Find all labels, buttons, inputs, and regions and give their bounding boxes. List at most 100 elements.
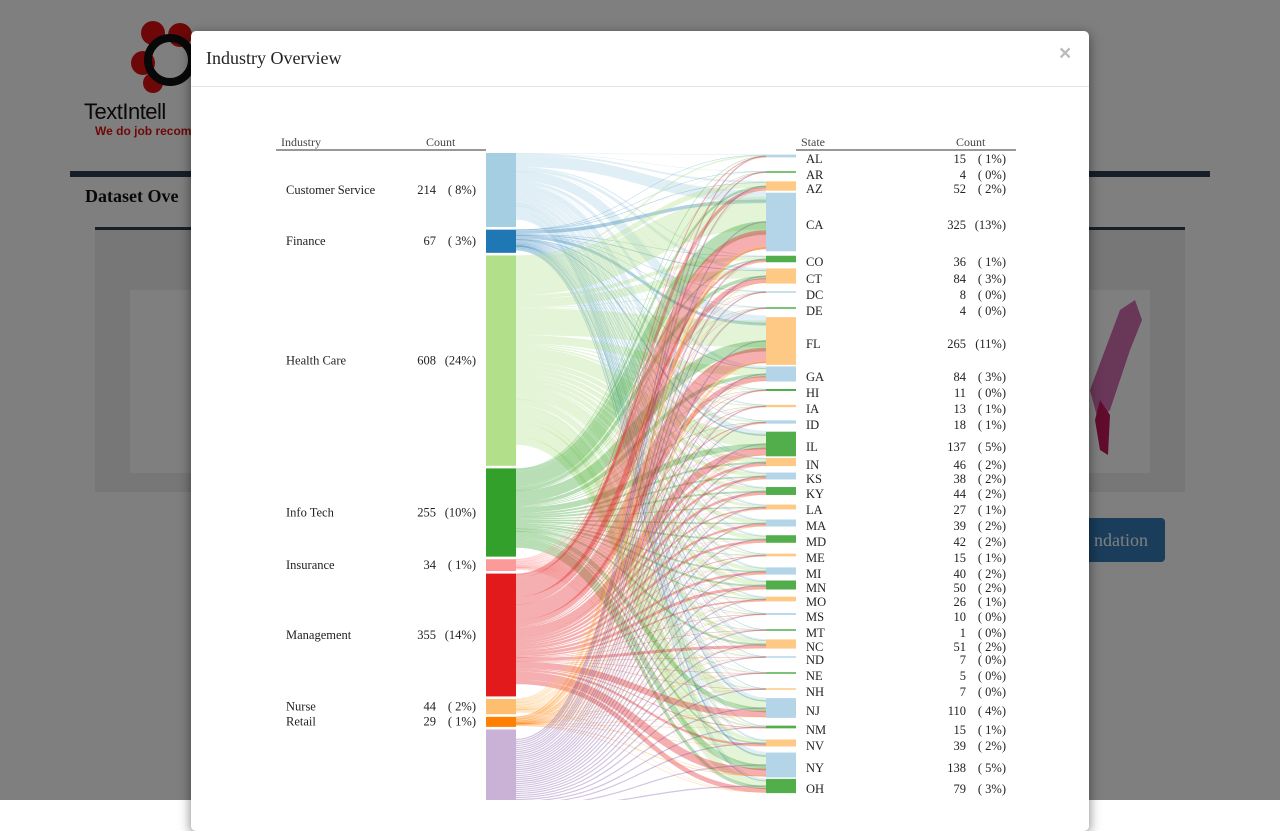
state-bar bbox=[766, 181, 796, 190]
state-name: CA bbox=[806, 218, 823, 232]
state-count: 27 bbox=[954, 503, 967, 517]
state-bar bbox=[766, 155, 796, 158]
state-count: 42 bbox=[954, 535, 967, 549]
state-bar bbox=[766, 505, 796, 510]
industry-count: 67 bbox=[424, 234, 437, 248]
state-name: AL bbox=[806, 152, 823, 166]
state-count: 84 bbox=[954, 272, 967, 286]
industry-name: Nurse bbox=[286, 700, 316, 714]
industry-name: Insurance bbox=[286, 558, 335, 572]
state-name: NV bbox=[806, 739, 824, 753]
category-bar bbox=[486, 468, 516, 556]
state-count: 265 bbox=[947, 337, 966, 351]
state-name: NM bbox=[806, 723, 826, 737]
state-count: 15 bbox=[954, 723, 967, 737]
state-bar bbox=[766, 366, 796, 381]
state-bar bbox=[766, 432, 796, 457]
state-count: 38 bbox=[954, 472, 967, 486]
state-percent: (11%) bbox=[975, 337, 1006, 351]
state-name: OH bbox=[806, 782, 824, 796]
state-count: 44 bbox=[954, 487, 967, 501]
state-percent: ( 3%) bbox=[978, 782, 1006, 796]
state-name: KS bbox=[806, 472, 822, 486]
state-bar bbox=[766, 567, 796, 574]
state-bar bbox=[766, 672, 796, 674]
state-count: 325 bbox=[947, 218, 966, 232]
industry-percent: ( 2%) bbox=[448, 700, 476, 714]
state-percent: ( 5%) bbox=[978, 440, 1006, 454]
state-count: 50 bbox=[954, 581, 967, 595]
state-bar bbox=[766, 639, 796, 648]
state-count: 40 bbox=[954, 567, 967, 581]
state-bar bbox=[766, 487, 796, 495]
state-count: 52 bbox=[954, 182, 967, 196]
state-bar bbox=[766, 613, 796, 615]
category-bar bbox=[486, 574, 516, 697]
state-count: 15 bbox=[954, 152, 967, 166]
state-name: CT bbox=[806, 272, 822, 286]
state-percent: ( 0%) bbox=[978, 685, 1006, 699]
category-bar bbox=[486, 729, 516, 800]
state-bar bbox=[766, 389, 796, 391]
state-percent: ( 2%) bbox=[978, 739, 1006, 753]
state-percent: ( 0%) bbox=[978, 626, 1006, 640]
state-bar bbox=[766, 698, 796, 718]
state-bar bbox=[766, 779, 796, 793]
state-name: MO bbox=[806, 595, 826, 609]
state-percent: ( 2%) bbox=[978, 567, 1006, 581]
state-name: CO bbox=[806, 255, 823, 269]
state-count: 10 bbox=[954, 610, 967, 624]
state-name: ME bbox=[806, 551, 825, 565]
industry-name: Retail bbox=[286, 715, 316, 729]
state-percent: ( 1%) bbox=[978, 595, 1006, 609]
state-percent: ( 4%) bbox=[978, 704, 1006, 718]
state-count: 36 bbox=[954, 255, 967, 269]
state-count: 26 bbox=[954, 595, 967, 609]
state-count: 110 bbox=[948, 704, 966, 718]
state-bar bbox=[766, 597, 796, 602]
state-name: DC bbox=[806, 288, 823, 302]
industry-percent: (24%) bbox=[445, 353, 476, 367]
industry-name: Health Care bbox=[286, 353, 346, 367]
state-percent: ( 2%) bbox=[978, 535, 1006, 549]
state-percent: ( 1%) bbox=[978, 503, 1006, 517]
industry-percent: ( 8%) bbox=[448, 183, 476, 197]
state-name: NY bbox=[806, 761, 824, 775]
state-bar bbox=[766, 753, 796, 778]
state-name: FL bbox=[806, 337, 821, 351]
state-name: NJ bbox=[806, 704, 820, 718]
state-count: 5 bbox=[960, 669, 966, 683]
state-bar bbox=[766, 726, 796, 729]
state-name: MA bbox=[806, 519, 826, 533]
category-bar bbox=[486, 699, 516, 714]
state-name: IN bbox=[806, 458, 819, 472]
state-bar bbox=[766, 171, 796, 173]
industry-percent: ( 1%) bbox=[448, 558, 476, 572]
state-bar bbox=[766, 519, 796, 526]
industry-name: Finance bbox=[286, 234, 326, 248]
state-percent: ( 2%) bbox=[978, 472, 1006, 486]
state-percent: ( 0%) bbox=[978, 386, 1006, 400]
state-name: ID bbox=[806, 418, 819, 432]
state-bar bbox=[766, 739, 796, 746]
state-count: 51 bbox=[954, 640, 967, 654]
industry-count: 44 bbox=[424, 700, 437, 714]
category-bar bbox=[486, 717, 516, 727]
state-bar bbox=[766, 291, 796, 293]
state-bar bbox=[766, 268, 796, 283]
state-percent: ( 1%) bbox=[978, 402, 1006, 416]
state-bar bbox=[766, 458, 796, 466]
state-count: 84 bbox=[954, 370, 967, 384]
state-bar bbox=[766, 554, 796, 557]
state-bar bbox=[766, 656, 796, 658]
industry-count: 29 bbox=[424, 715, 437, 729]
state-count: 1 bbox=[960, 626, 966, 640]
state-percent: ( 5%) bbox=[978, 761, 1006, 775]
industry-count: 608 bbox=[417, 353, 436, 367]
state-count: 4 bbox=[960, 168, 967, 182]
state-count: 137 bbox=[947, 440, 966, 454]
state-count: 79 bbox=[954, 782, 967, 796]
state-percent: ( 3%) bbox=[978, 272, 1006, 286]
state-count: 13 bbox=[954, 402, 967, 416]
